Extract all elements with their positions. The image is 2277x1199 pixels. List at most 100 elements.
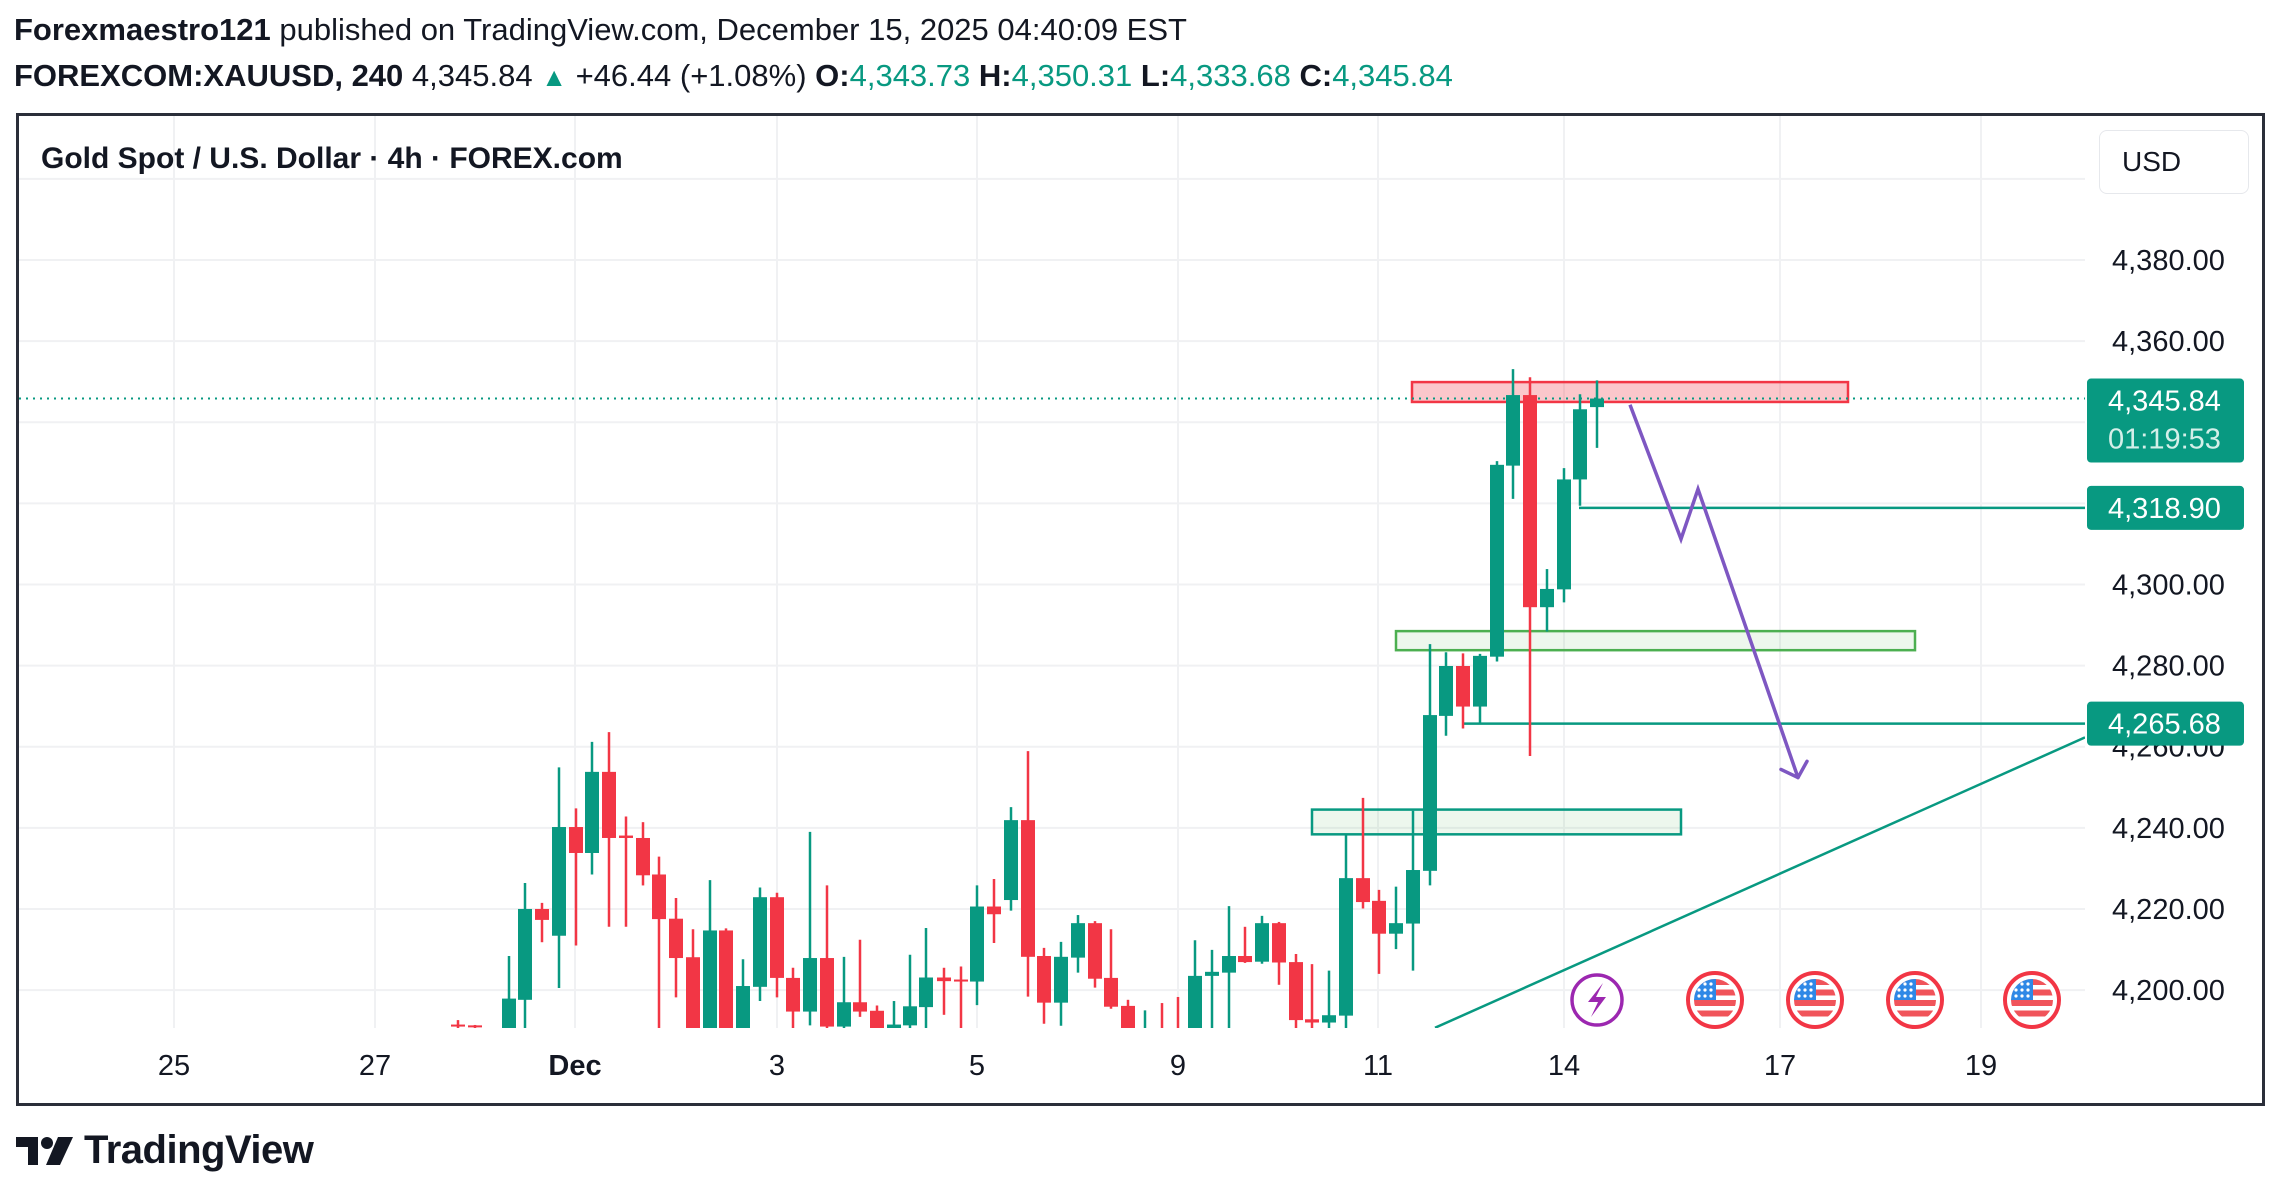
candle: [619, 816, 633, 927]
tradingview-logo[interactable]: TradingView: [16, 1128, 314, 1173]
demand-zone-upper[interactable]: [1394, 629, 1917, 652]
candle: [903, 954, 917, 1028]
candle: [1389, 886, 1403, 950]
candle: [468, 1024, 482, 1028]
candle: [803, 831, 817, 1026]
event-markers: [1570, 971, 2061, 1029]
candle: [1305, 964, 1319, 1028]
chart-plot-area[interactable]: 4,380.004,360.004,300.004,280.004,260.00…: [19, 116, 2262, 1103]
triangle-up-icon: ▲: [541, 62, 567, 92]
candle: [1289, 953, 1303, 1028]
candle: [1423, 644, 1437, 886]
time-tick-label: 27: [359, 1050, 391, 1082]
candle: [1088, 921, 1102, 988]
chart-frame: 4,380.00 4,360.00 4,300.00 4,280.00 4,260.00…: [16, 113, 2265, 1106]
time-tick-label: 19: [1965, 1050, 1997, 1082]
candle: [1473, 653, 1487, 724]
candle: [919, 928, 933, 1028]
lightning-icon[interactable]: [1570, 973, 1624, 1027]
candle: [770, 892, 784, 998]
candle: [1222, 906, 1236, 1028]
us-flag-icon[interactable]: [1786, 971, 1844, 1029]
candle: [1590, 380, 1604, 448]
publish-info: Forexmaestro121 published on TradingView…: [14, 12, 1187, 48]
candle: [1205, 949, 1219, 1028]
candle: [853, 939, 867, 1017]
candle: [1272, 921, 1286, 985]
symbol-info-line: FOREXCOM:XAUUSD, 240 4,345.84 ▲ +46.44 (…: [14, 58, 1453, 94]
candle: [736, 959, 750, 1028]
candle: [1160, 1003, 1164, 1028]
candle: [1071, 915, 1085, 973]
currency-button[interactable]: USD: [2099, 130, 2249, 194]
symbol-label: FOREXCOM:XAUUSD, 240: [14, 58, 404, 93]
candle: [837, 956, 851, 1028]
price-axis[interactable]: 4,380.004,360.004,300.004,280.004,260.00…: [2087, 245, 2244, 1007]
candle: [518, 883, 532, 1028]
price-tick-label: 4,280.00: [2112, 651, 2225, 683]
candle: [1176, 996, 1180, 1028]
time-tick-label: 3: [769, 1050, 785, 1082]
candle: [1037, 947, 1051, 1024]
time-axis[interactable]: 25 27 Dec 3 5 9 11 14 17 19: [158, 1050, 1997, 1082]
published-text: published on TradingView.com, December 1…: [270, 12, 1187, 47]
candle: [652, 856, 666, 1028]
candle: [1406, 810, 1420, 971]
candle: [1143, 1010, 1147, 1028]
candle: [686, 929, 700, 1028]
high-label: H:: [978, 58, 1012, 93]
close-value: 4,345.84: [1332, 58, 1453, 93]
candle: [535, 902, 549, 943]
price-badge: 4,265.68: [2087, 701, 2244, 746]
candle: [1021, 751, 1035, 997]
grid: [19, 116, 2085, 1028]
time-tick-label: 5: [969, 1050, 985, 1082]
demand-zone-lower[interactable]: [1310, 808, 1683, 836]
open-label: O:: [815, 58, 850, 93]
candle: [786, 967, 800, 1028]
candle: [870, 1005, 884, 1028]
us-flag-icon[interactable]: [1886, 971, 1944, 1029]
author-name[interactable]: Forexmaestro121: [14, 12, 271, 47]
candle: [1523, 377, 1537, 757]
price-tick-label: 4,240.00: [2112, 813, 2225, 845]
supply-zone[interactable]: [1410, 380, 1850, 404]
candle: [970, 885, 984, 1006]
candle: [602, 732, 616, 927]
candle: [1004, 807, 1018, 911]
price-tick-label: 4,360.00: [2112, 326, 2225, 358]
candle: [585, 741, 599, 875]
candle: [1104, 929, 1118, 1009]
candle: [1188, 940, 1202, 1028]
time-tick-label: 9: [1170, 1050, 1186, 1082]
candle: [1054, 941, 1068, 1026]
candle: [1356, 797, 1370, 909]
close-label: C:: [1299, 58, 1333, 93]
candles: [451, 369, 1604, 1028]
svg-text:01:19:53: 01:19:53: [2108, 424, 2221, 456]
us-flag-icon[interactable]: [1686, 971, 1744, 1029]
price-badge: 4,318.90: [2087, 485, 2244, 530]
candle: [1238, 926, 1252, 963]
candle: [669, 898, 683, 998]
trendline[interactable]: [1434, 736, 2085, 1028]
series-layer: [19, 369, 2085, 1028]
high-value: 4,350.31: [1011, 58, 1133, 93]
us-flag-icon[interactable]: [2003, 971, 2061, 1029]
last-price: 4,345.84: [411, 58, 533, 93]
candle: [552, 767, 566, 989]
candle: [753, 887, 767, 1002]
time-tick-label: Dec: [548, 1050, 601, 1082]
candle: [1372, 889, 1386, 974]
candle: [1540, 569, 1554, 632]
candle: [502, 956, 516, 1028]
candle: [569, 808, 583, 946]
candle: [887, 1001, 901, 1028]
candle: [703, 880, 717, 1028]
open-value: 4,343.73: [849, 58, 971, 93]
svg-text:4,345.84: 4,345.84: [2108, 386, 2221, 418]
candle: [636, 822, 650, 886]
price-change: +46.44 (+1.08%): [575, 58, 807, 93]
candle: [1322, 970, 1336, 1028]
projection-arrow[interactable]: [1628, 404, 1800, 779]
